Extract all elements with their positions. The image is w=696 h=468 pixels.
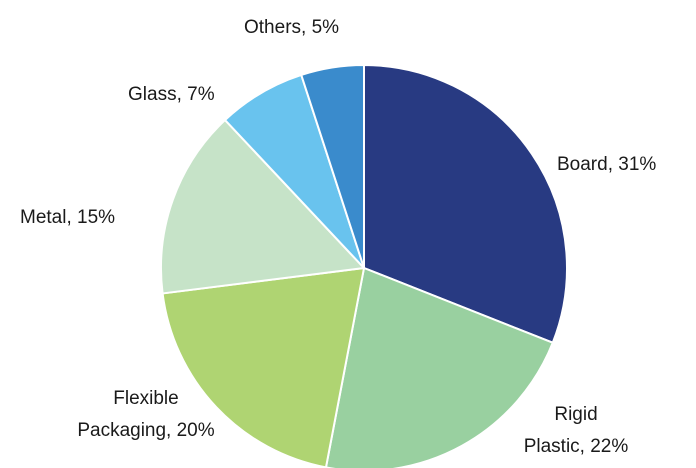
slice-label-line: Rigid: [554, 404, 597, 425]
slice-label-line: Board, 31%: [557, 154, 656, 175]
slice-label-line: Flexible: [113, 388, 178, 409]
slice-label-rigid-plastic: Rigid Plastic, 22%: [524, 404, 629, 457]
slice-label-line: Others, 5%: [244, 17, 339, 38]
slice-label-line: Metal, 15%: [20, 207, 115, 228]
slice-label-others: Others, 5%: [244, 17, 339, 38]
slice-label-line: Packaging, 20%: [77, 420, 214, 441]
slice-label-metal: Metal, 15%: [20, 207, 115, 228]
slice-label-board: Board, 31%: [557, 154, 656, 175]
pie-slice-flexible-packaging: [161, 267, 365, 468]
slice-label-glass: Glass, 7%: [128, 84, 215, 105]
slice-label-line: Glass, 7%: [128, 84, 215, 105]
pie-slices: [160, 64, 568, 468]
slice-label-flexible-packaging: Flexible Packaging, 20%: [77, 388, 214, 441]
pie-slice-rigid-plastic: [324, 267, 554, 468]
pie-labels: Board, 31% Rigid Plastic, 22% Flexible Packa…: [20, 17, 656, 457]
pie-slice-board: [363, 64, 568, 344]
pie-slice-metal: [160, 119, 365, 295]
pie-slice-others: [300, 64, 365, 269]
slice-label-line: Plastic, 22%: [524, 436, 629, 457]
